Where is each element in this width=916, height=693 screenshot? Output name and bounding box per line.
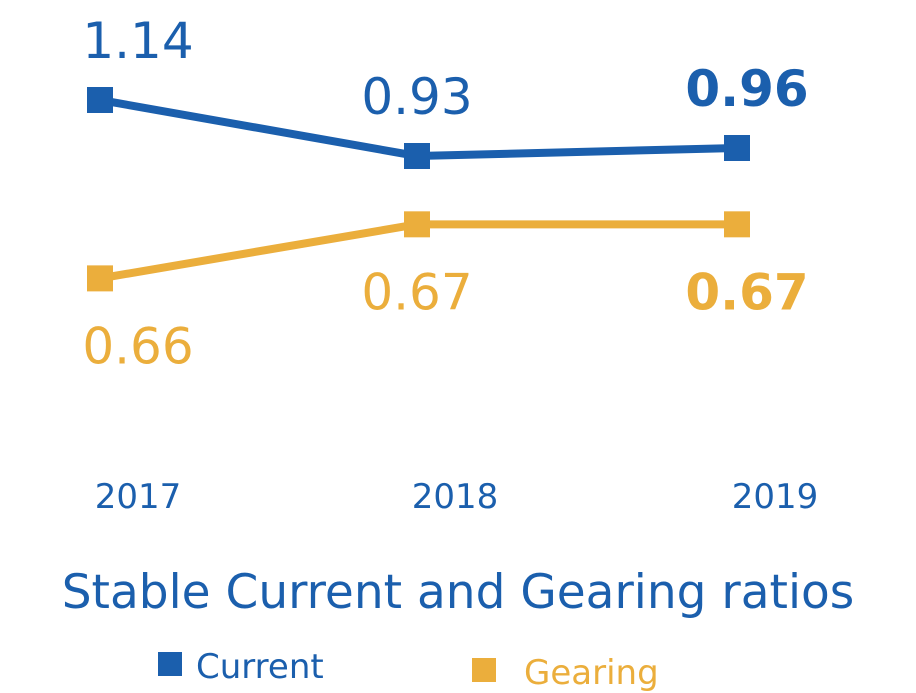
data-label: 0.67 — [685, 263, 808, 321]
data-label: 1.14 — [82, 12, 193, 70]
legend-label-gearing: Gearing — [524, 653, 659, 693]
legend-marker-gearing — [472, 658, 496, 682]
data-label: 0.67 — [361, 263, 472, 321]
data-label: 0.66 — [82, 317, 193, 375]
data-point-current — [724, 135, 750, 161]
data-point-gearing — [87, 265, 113, 292]
data-point-gearing — [404, 211, 430, 238]
data-point-gearing — [724, 211, 750, 238]
data-label: 0.93 — [361, 68, 472, 126]
data-point-current — [404, 143, 430, 169]
data-label: 0.96 — [685, 60, 808, 118]
data-point-current — [87, 87, 113, 113]
chart-title: Stable Current and Gearing ratios — [62, 565, 855, 620]
x-tick-label: 2019 — [732, 477, 819, 517]
x-tick-label: 2017 — [95, 477, 182, 517]
x-tick-label: 2018 — [412, 477, 499, 517]
legend-marker-current — [158, 652, 182, 676]
legend-label-current: Current — [196, 647, 324, 687]
